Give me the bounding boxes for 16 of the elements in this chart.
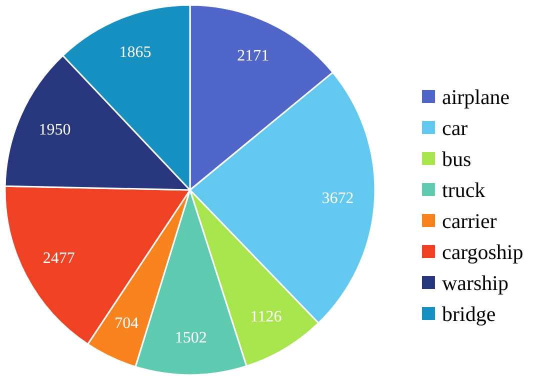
legend-label: cargoship <box>442 240 524 264</box>
data-label: 1950 <box>38 122 71 139</box>
legend-label: car <box>442 116 468 140</box>
data-label: 704 <box>114 315 139 332</box>
data-label: 3672 <box>322 190 354 207</box>
legend-label: bridge <box>442 302 496 326</box>
data-label: 1502 <box>174 330 207 346</box>
legend-label: bus <box>442 147 472 171</box>
legend-label: truck <box>442 178 486 202</box>
data-label: 2477 <box>42 250 75 268</box>
legend-label: carrier <box>442 209 497 233</box>
data-label: 1865 <box>119 44 152 61</box>
legend-label: warship <box>442 271 508 295</box>
legend-label: airplane <box>442 85 510 109</box>
data-label: 2171 <box>237 48 270 65</box>
data-label: 1126 <box>250 308 282 326</box>
